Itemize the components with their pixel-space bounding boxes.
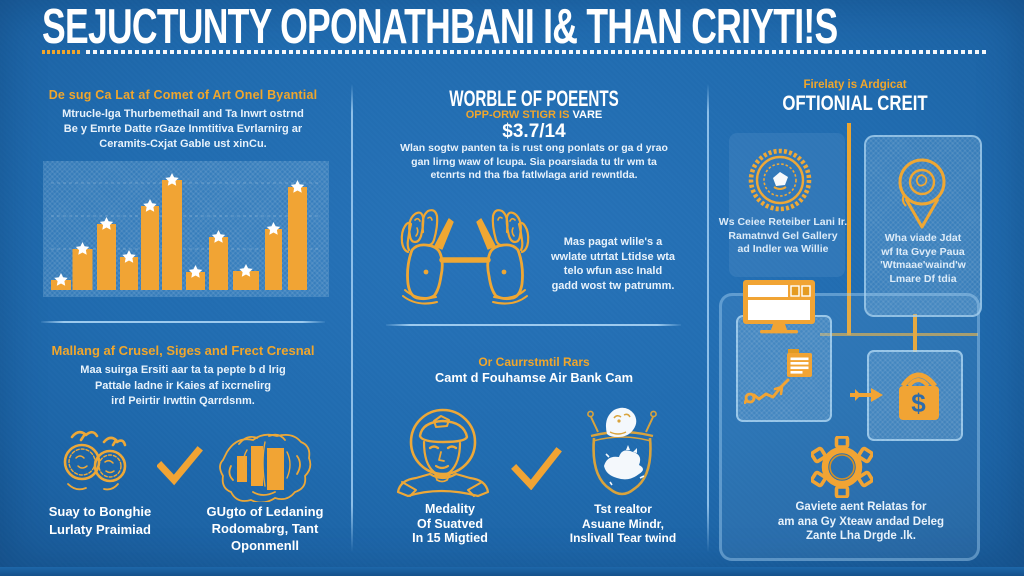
svg-text:$: $ [911, 388, 926, 418]
